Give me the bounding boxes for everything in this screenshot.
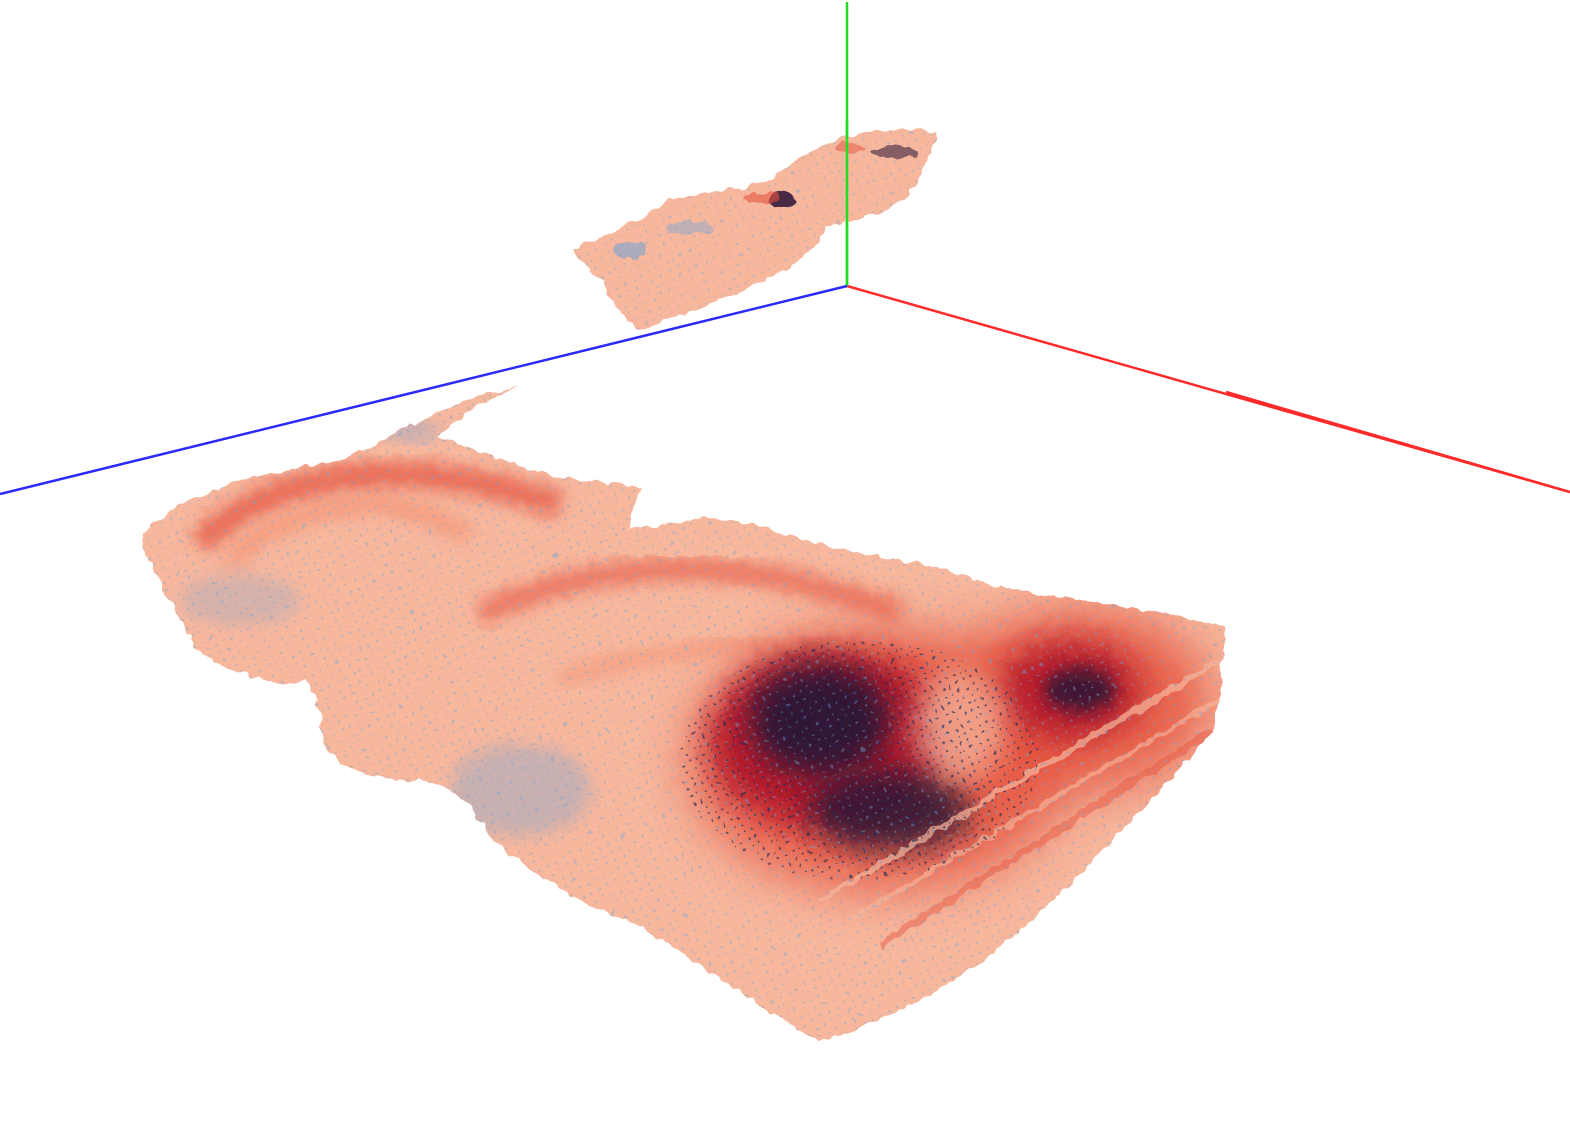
main-point-cloud (140, 386, 1226, 1042)
x-axis-line-overlay (1225, 390, 1570, 494)
z-axis-line (0, 284, 848, 496)
upper-point-cloud (572, 130, 938, 330)
